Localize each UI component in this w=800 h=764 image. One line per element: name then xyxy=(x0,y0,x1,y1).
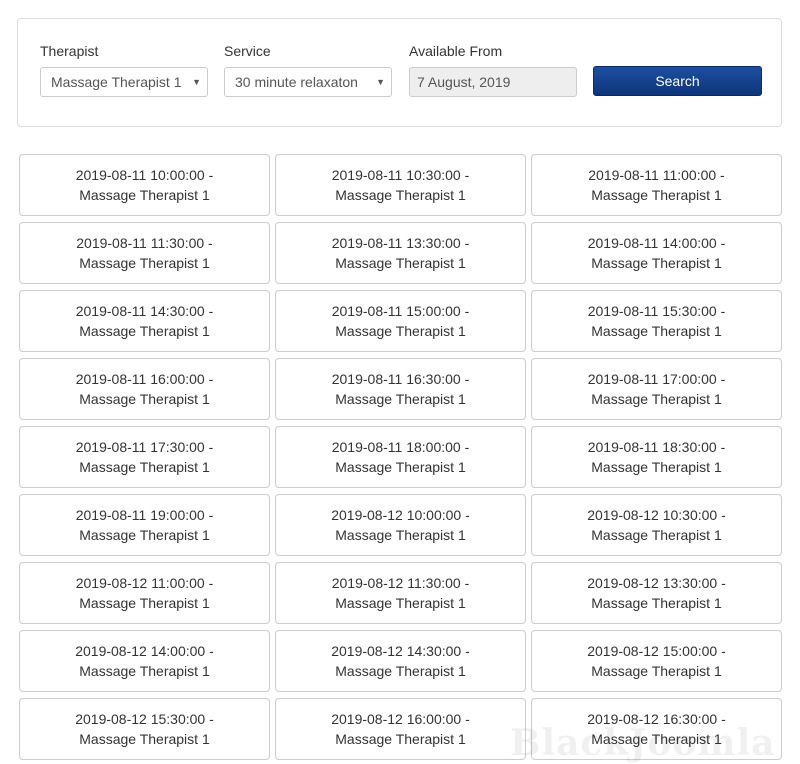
therapist-select[interactable]: Massage Therapist 1 ▼ xyxy=(40,67,208,97)
time-slot-button[interactable]: 2019-08-11 14:00:00 - Massage Therapist 1 xyxy=(531,222,782,284)
time-slot-button[interactable]: 2019-08-12 10:30:00 - Massage Therapist 1 xyxy=(531,494,782,556)
slot-time: 2019-08-12 11:00:00 - xyxy=(75,575,214,591)
slot-therapist: Massage Therapist 1 xyxy=(79,459,210,475)
slot-time: 2019-08-11 16:00:00 - xyxy=(75,371,214,387)
slot-therapist: Massage Therapist 1 xyxy=(335,255,466,271)
slot-therapist: Massage Therapist 1 xyxy=(79,595,210,611)
slot-therapist: Massage Therapist 1 xyxy=(591,459,722,475)
time-slot-button[interactable]: 2019-08-11 11:00:00 - Massage Therapist 1 xyxy=(531,154,782,216)
service-select[interactable]: 30 minute relaxaton ▼ xyxy=(224,67,392,97)
slot-time: 2019-08-12 14:00:00 - xyxy=(75,643,214,659)
slot-therapist: Massage Therapist 1 xyxy=(591,323,722,339)
available-from-field: Available From 7 August, 2019 xyxy=(409,43,577,97)
time-slot-button[interactable]: 2019-08-11 18:30:00 - Massage Therapist 1 xyxy=(531,426,782,488)
time-slot-button[interactable]: 2019-08-11 11:30:00 - Massage Therapist 1 xyxy=(19,222,270,284)
slot-time: 2019-08-12 15:30:00 - xyxy=(75,711,214,727)
time-slot-button[interactable]: 2019-08-12 14:30:00 - Massage Therapist 1 xyxy=(275,630,526,692)
slot-therapist: Massage Therapist 1 xyxy=(79,255,210,271)
slot-therapist: Massage Therapist 1 xyxy=(591,527,722,543)
slot-time: 2019-08-12 11:30:00 - xyxy=(331,575,470,591)
time-slot-button[interactable]: 2019-08-11 19:00:00 - Massage Therapist 1 xyxy=(19,494,270,556)
slot-time: 2019-08-11 14:30:00 - xyxy=(75,303,214,319)
time-slot-button[interactable]: 2019-08-11 14:30:00 - Massage Therapist 1 xyxy=(19,290,270,352)
slot-therapist: Massage Therapist 1 xyxy=(335,527,466,543)
slot-time: 2019-08-11 10:30:00 - xyxy=(331,167,470,183)
time-slot-button[interactable]: 2019-08-11 15:00:00 - Massage Therapist 1 xyxy=(275,290,526,352)
slot-time: 2019-08-12 15:00:00 - xyxy=(587,643,726,659)
slot-time: 2019-08-11 16:30:00 - xyxy=(331,371,470,387)
time-slot-button[interactable]: 2019-08-11 16:30:00 - Massage Therapist 1 xyxy=(275,358,526,420)
slot-therapist: Massage Therapist 1 xyxy=(79,187,210,203)
slot-therapist: Massage Therapist 1 xyxy=(591,255,722,271)
slot-time: 2019-08-11 18:00:00 - xyxy=(331,439,470,455)
time-slot-button[interactable]: 2019-08-12 11:30:00 - Massage Therapist 1 xyxy=(275,562,526,624)
time-slot-button[interactable]: 2019-08-11 16:00:00 - Massage Therapist 1 xyxy=(19,358,270,420)
service-field: Service 30 minute relaxaton ▼ xyxy=(224,43,392,97)
slot-therapist: Massage Therapist 1 xyxy=(79,731,210,747)
slot-therapist: Massage Therapist 1 xyxy=(79,323,210,339)
time-slot-button[interactable]: 2019-08-12 13:30:00 - Massage Therapist 1 xyxy=(531,562,782,624)
slot-time: 2019-08-11 11:00:00 - xyxy=(588,167,725,183)
service-value: 30 minute relaxaton xyxy=(235,74,358,90)
slot-therapist: Massage Therapist 1 xyxy=(335,391,466,407)
slot-therapist: Massage Therapist 1 xyxy=(79,527,210,543)
time-slot-button[interactable]: 2019-08-11 13:30:00 - Massage Therapist 1 xyxy=(275,222,526,284)
slot-therapist: Massage Therapist 1 xyxy=(591,391,722,407)
slot-time: 2019-08-11 13:30:00 - xyxy=(331,235,470,251)
available-from-input[interactable]: 7 August, 2019 xyxy=(409,67,577,97)
time-slot-button[interactable]: 2019-08-12 15:30:00 - Massage Therapist 1 xyxy=(19,698,270,760)
therapist-label: Therapist xyxy=(40,43,99,59)
slot-time: 2019-08-11 10:00:00 - xyxy=(75,167,214,183)
time-slot-button[interactable]: 2019-08-11 10:00:00 - Massage Therapist 1 xyxy=(19,154,270,216)
slot-therapist: Massage Therapist 1 xyxy=(335,595,466,611)
slot-therapist: Massage Therapist 1 xyxy=(591,595,722,611)
time-slot-button[interactable]: 2019-08-11 10:30:00 - Massage Therapist 1 xyxy=(275,154,526,216)
slot-time: 2019-08-11 19:00:00 - xyxy=(75,507,214,523)
service-label: Service xyxy=(224,43,271,59)
slot-time: 2019-08-12 10:00:00 - xyxy=(331,507,470,523)
chevron-down-icon: ▼ xyxy=(372,68,385,96)
slot-therapist: Massage Therapist 1 xyxy=(335,187,466,203)
time-slot-button[interactable]: 2019-08-11 15:30:00 - Massage Therapist 1 xyxy=(531,290,782,352)
time-slot-button[interactable]: 2019-08-12 11:00:00 - Massage Therapist 1 xyxy=(19,562,270,624)
slot-time: 2019-08-12 16:00:00 - xyxy=(331,711,470,727)
slot-time: 2019-08-12 16:30:00 - xyxy=(587,711,726,727)
therapist-field: Therapist Massage Therapist 1 ▼ xyxy=(40,43,208,97)
slot-therapist: Massage Therapist 1 xyxy=(591,187,722,203)
time-slot-button[interactable]: 2019-08-12 15:00:00 - Massage Therapist 1 xyxy=(531,630,782,692)
slot-time: 2019-08-11 18:30:00 - xyxy=(587,439,726,455)
slot-therapist: Massage Therapist 1 xyxy=(335,731,466,747)
slot-therapist: Massage Therapist 1 xyxy=(335,663,466,679)
slot-time: 2019-08-11 14:00:00 - xyxy=(587,235,726,251)
slot-therapist: Massage Therapist 1 xyxy=(335,459,466,475)
time-slot-button[interactable]: 2019-08-12 16:30:00 - Massage Therapist 1 xyxy=(531,698,782,760)
slot-time: 2019-08-11 15:30:00 - xyxy=(587,303,726,319)
time-slot-button[interactable]: 2019-08-11 17:30:00 - Massage Therapist 1 xyxy=(19,426,270,488)
slot-time: 2019-08-11 15:00:00 - xyxy=(331,303,470,319)
therapist-value: Massage Therapist 1 xyxy=(51,74,182,90)
slot-time: 2019-08-12 14:30:00 - xyxy=(331,643,470,659)
time-slot-button[interactable]: 2019-08-12 16:00:00 - Massage Therapist 1 xyxy=(275,698,526,760)
slot-time: 2019-08-12 10:30:00 - xyxy=(587,507,726,523)
slot-time: 2019-08-11 17:30:00 - xyxy=(75,439,214,455)
chevron-down-icon: ▼ xyxy=(188,68,201,96)
slot-therapist: Massage Therapist 1 xyxy=(591,663,722,679)
slot-time: 2019-08-11 17:00:00 - xyxy=(587,371,726,387)
slot-therapist: Massage Therapist 1 xyxy=(335,323,466,339)
slot-time: 2019-08-11 11:30:00 - xyxy=(76,235,213,251)
time-slot-button[interactable]: 2019-08-12 14:00:00 - Massage Therapist 1 xyxy=(19,630,270,692)
slot-therapist: Massage Therapist 1 xyxy=(591,731,722,747)
time-slot-button[interactable]: 2019-08-12 10:00:00 - Massage Therapist 1 xyxy=(275,494,526,556)
search-button[interactable]: Search xyxy=(593,66,762,96)
search-panel: Therapist Massage Therapist 1 ▼ Service 3… xyxy=(17,18,782,127)
time-slot-button[interactable]: 2019-08-11 17:00:00 - Massage Therapist 1 xyxy=(531,358,782,420)
slot-therapist: Massage Therapist 1 xyxy=(79,663,210,679)
available-from-label: Available From xyxy=(409,43,503,59)
slot-grid: 2019-08-11 10:00:00 - Massage Therapist 1… xyxy=(19,154,782,760)
slot-time: 2019-08-12 13:30:00 - xyxy=(587,575,726,591)
time-slot-button[interactable]: 2019-08-11 18:00:00 - Massage Therapist 1 xyxy=(275,426,526,488)
slot-therapist: Massage Therapist 1 xyxy=(79,391,210,407)
